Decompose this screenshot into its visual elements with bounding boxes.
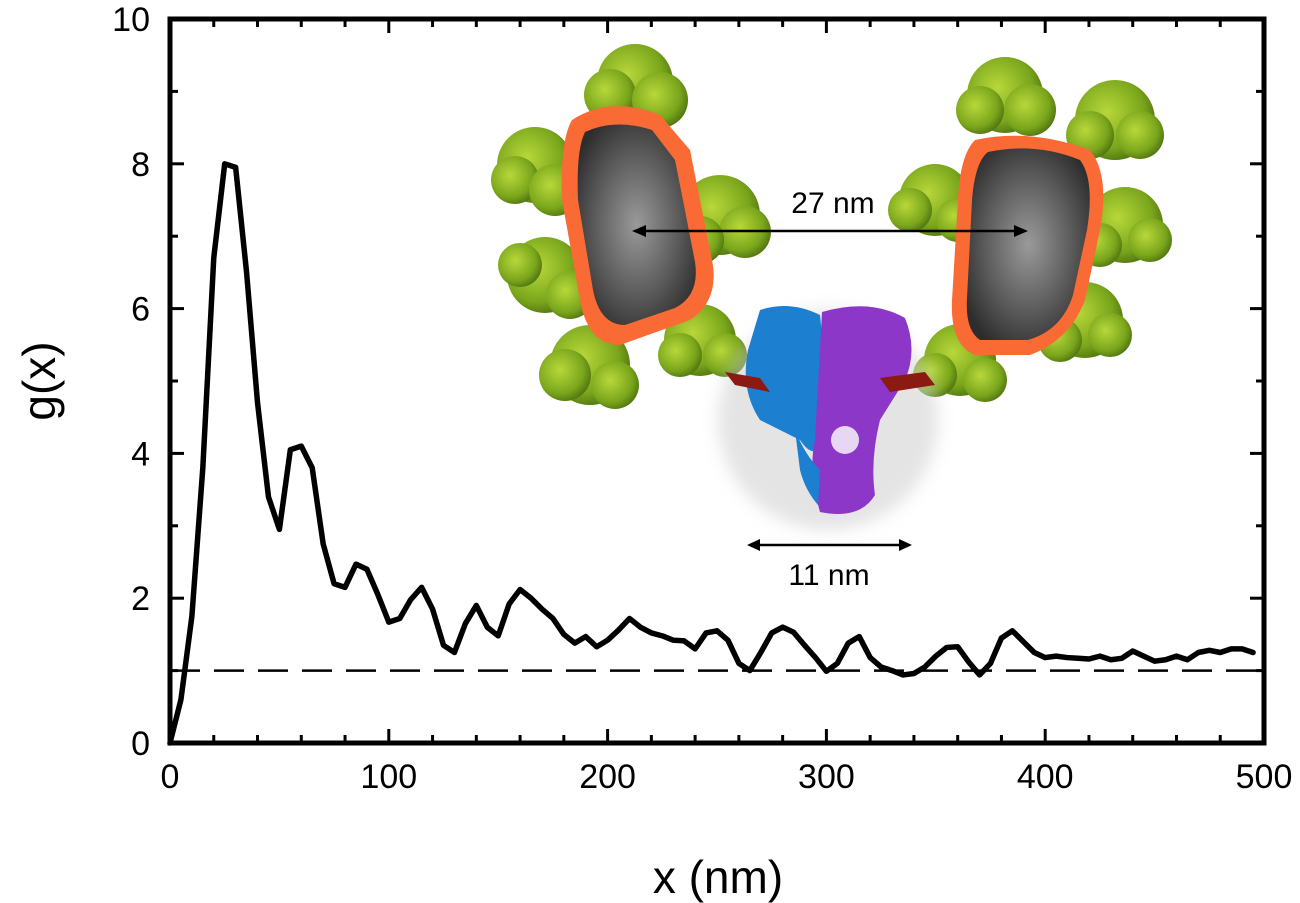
left-particle-core <box>577 124 696 325</box>
plot-frame <box>167 16 1267 746</box>
y-tick-label: 6 <box>131 291 150 329</box>
x-tick-label: 200 <box>579 758 636 796</box>
y-tick-label: 0 <box>131 725 150 763</box>
annotation-27nm: 27 nm <box>791 187 874 220</box>
x-tick-label: 300 <box>798 758 855 796</box>
annotation-11nm: 11 nm <box>788 559 869 592</box>
antibody-illustration <box>718 306 938 530</box>
x-tick-label: 400 <box>1017 758 1074 796</box>
y-tick-label: 2 <box>131 580 150 618</box>
y-tick-label: 10 <box>112 1 150 39</box>
x-tick-label: 100 <box>360 758 417 796</box>
x-axis-title: x (nm) <box>653 851 783 903</box>
distance-arrow-27nm <box>632 225 1028 237</box>
y-tick-label: 4 <box>131 435 150 473</box>
x-tick-label: 0 <box>161 758 180 796</box>
y-tick-label: 8 <box>131 146 150 184</box>
nanoparticle-illustration: 27 nm 11 nm <box>491 44 1172 592</box>
y-axis-title: g(x) <box>13 341 65 420</box>
distance-arrow-11nm <box>747 539 912 551</box>
x-tick-label: 500 <box>1236 758 1293 796</box>
right-particle-core <box>966 148 1090 340</box>
series-line-gx <box>167 161 1256 746</box>
